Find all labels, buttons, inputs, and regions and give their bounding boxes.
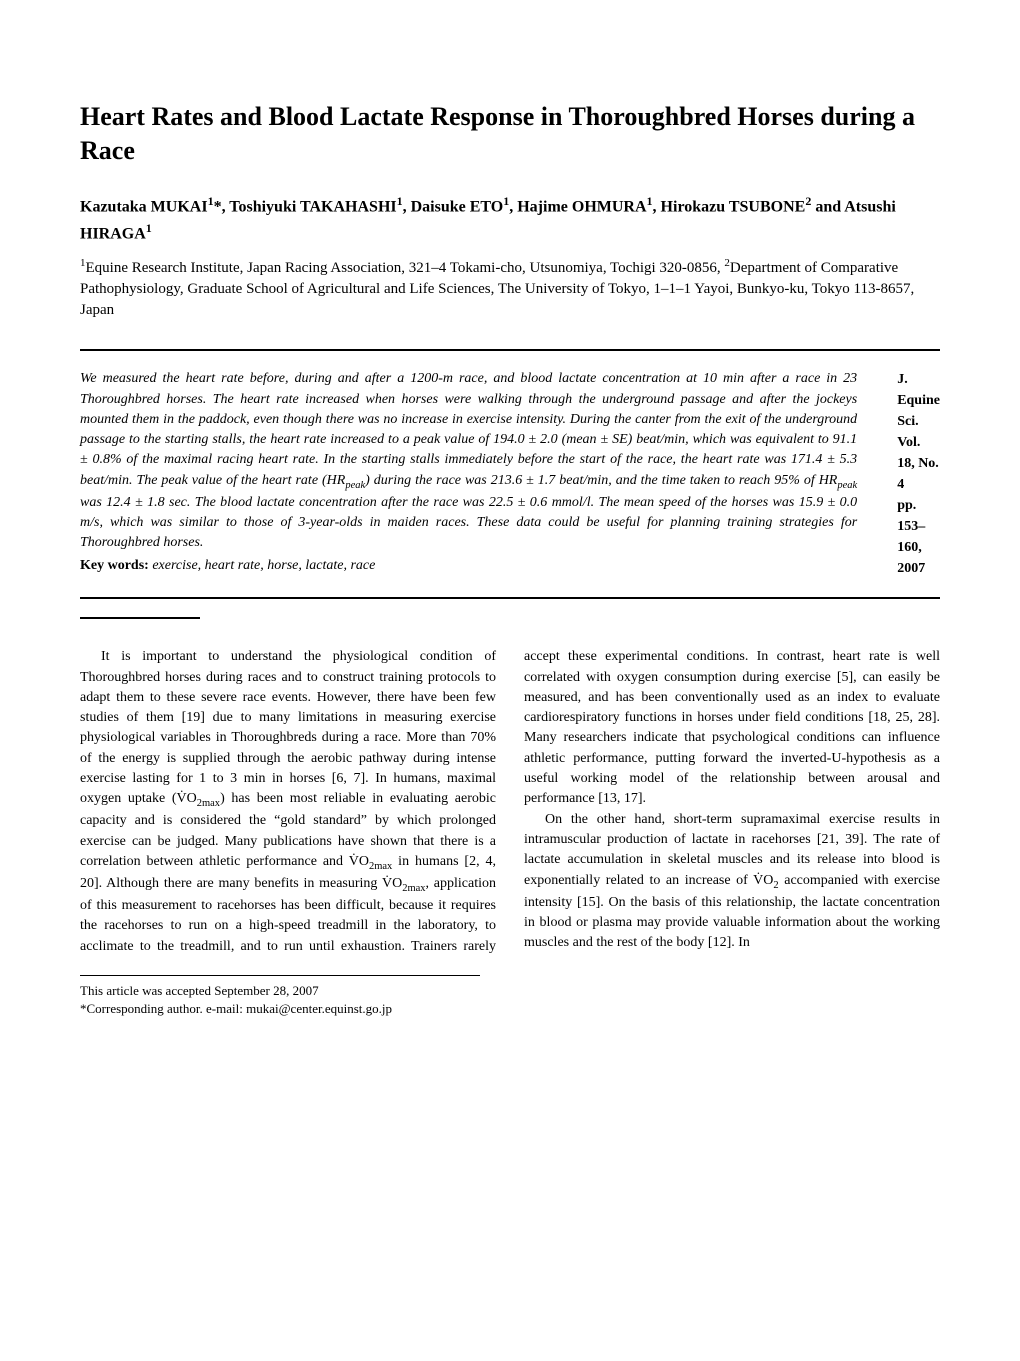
abstract-text: We measured the heart rate before, durin… [80, 369, 857, 553]
footer-rule [80, 975, 480, 976]
rule-bottom [80, 597, 940, 599]
footer-corresponding: *Corresponding author. e-mail: mukai@cen… [80, 1000, 940, 1018]
abstract-column: We measured the heart rate before, durin… [80, 369, 857, 579]
journal-name: J. Equine Sci. [897, 369, 940, 432]
body-text: It is important to understand the physio… [80, 647, 940, 957]
affiliations: 1Equine Research Institute, Japan Racing… [80, 256, 940, 321]
journal-pages: pp. 153–160, 2007 [897, 495, 940, 579]
keywords-label: Key words: [80, 558, 149, 573]
footer-accepted: This article was accepted September 28, … [80, 982, 940, 1000]
abstract-block: We measured the heart rate before, durin… [80, 351, 940, 597]
short-rule [80, 617, 200, 619]
keywords-line: Key words: exercise, heart rate, horse, … [80, 558, 857, 574]
journal-volume: Vol. 18, No. 4 [897, 432, 940, 495]
keywords-text: exercise, heart rate, horse, lactate, ra… [152, 558, 375, 573]
journal-info: J. Equine Sci. Vol. 18, No. 4 pp. 153–16… [897, 369, 940, 579]
article-title: Heart Rates and Blood Lactate Response i… [80, 100, 940, 168]
authors-line: Kazutaka MUKAI1*, Toshiyuki TAKAHASHI1, … [80, 192, 940, 247]
